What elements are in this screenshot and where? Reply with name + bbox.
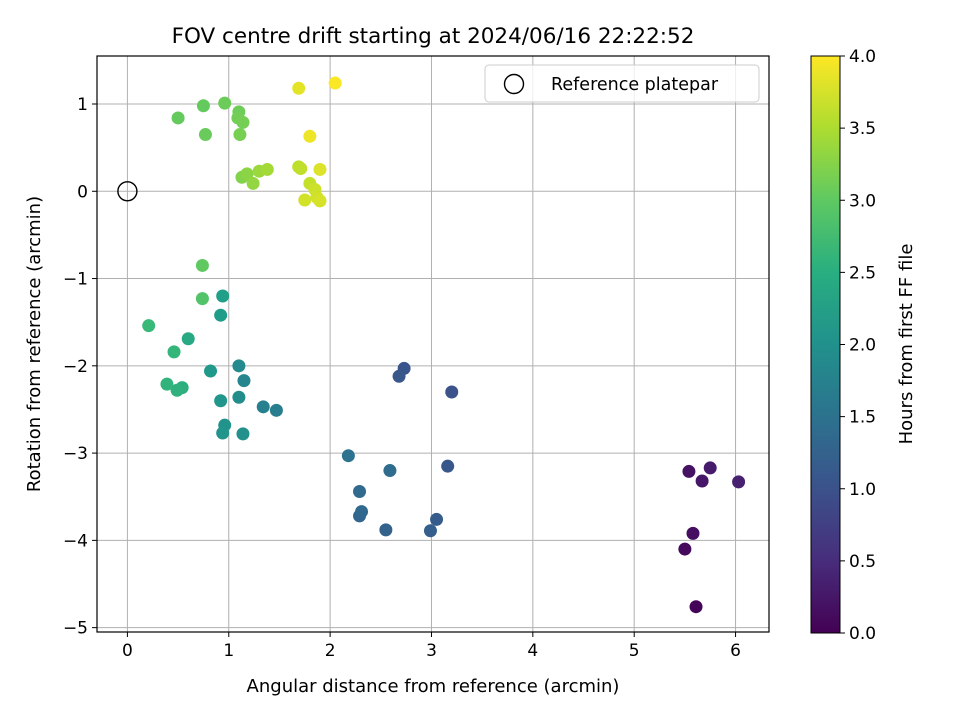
colorbar-tick-label: 2.0 xyxy=(849,336,876,356)
legend-box xyxy=(484,64,760,103)
data-point xyxy=(379,523,393,537)
y-tick-label: −5 xyxy=(63,619,88,639)
x-tick-label: 5 xyxy=(629,641,640,661)
y-tick-label: −4 xyxy=(63,531,88,551)
data-point xyxy=(689,600,703,614)
y-tick-label: −2 xyxy=(63,357,88,377)
data-point xyxy=(160,377,174,391)
x-tick-label: 1 xyxy=(223,641,234,661)
data-point xyxy=(216,426,230,440)
data-point xyxy=(423,524,437,538)
data-point xyxy=(682,464,696,478)
plot-frame xyxy=(96,55,770,633)
data-point xyxy=(214,394,228,408)
data-point xyxy=(294,162,308,176)
x-tick-label: 4 xyxy=(527,641,538,661)
colorbar-gradient xyxy=(810,55,841,634)
data-point xyxy=(196,99,210,113)
data-point xyxy=(695,474,709,488)
x-tick-label: 2 xyxy=(325,641,336,661)
data-point xyxy=(214,308,228,322)
data-point xyxy=(198,128,212,142)
x-tick-label: 0 xyxy=(122,641,133,661)
data-point xyxy=(236,427,250,441)
data-point xyxy=(441,459,455,473)
y-axis-ticks: −5 −4 −3 −2 −1 0 1 xyxy=(63,95,97,639)
data-point xyxy=(383,464,397,478)
colorbar-tick-label: 2.5 xyxy=(849,263,876,283)
data-point xyxy=(142,319,156,333)
grid xyxy=(97,56,769,632)
y-axis-label: Rotation from reference (arcmin) xyxy=(24,196,45,492)
data-point xyxy=(313,162,327,176)
data-point xyxy=(240,167,254,181)
colorbar-tick-label: 0.0 xyxy=(849,624,876,644)
data-point xyxy=(216,289,230,303)
data-point xyxy=(292,81,306,95)
data-point xyxy=(170,383,184,397)
data-point xyxy=(260,162,274,176)
data-point xyxy=(233,128,247,142)
colorbar-tick-label: 1.5 xyxy=(849,408,876,428)
data-point xyxy=(328,76,342,90)
data-point xyxy=(353,484,367,498)
data-point xyxy=(232,359,246,373)
data-point xyxy=(703,461,717,475)
data-point xyxy=(246,176,260,190)
x-tick-label: 3 xyxy=(426,641,437,661)
data-points xyxy=(142,76,746,614)
colorbar-tick-label: 3.0 xyxy=(849,191,876,211)
chart-title: FOV centre drift starting at 2024/06/16 … xyxy=(172,24,695,49)
y-tick-label: −1 xyxy=(63,270,88,290)
legend: Reference platepar xyxy=(484,64,760,103)
colorbar-ticks: 0.0 0.5 1.0 1.5 2.0 2.5 3.0 3.5 4.0 xyxy=(840,47,876,644)
data-point xyxy=(355,505,369,519)
data-point xyxy=(195,292,209,306)
colorbar-tick-label: 4.0 xyxy=(849,47,876,67)
data-point xyxy=(445,385,459,399)
data-point xyxy=(298,193,312,207)
data-point xyxy=(392,369,406,383)
x-axis-ticks: 0 1 2 3 4 5 6 xyxy=(122,632,741,661)
data-point xyxy=(430,512,444,526)
legend-label: Reference platepar xyxy=(551,75,719,95)
colorbar-label: Hours from first FF file xyxy=(896,244,917,445)
data-point xyxy=(303,129,317,143)
y-tick-label: −3 xyxy=(63,444,88,464)
data-point xyxy=(181,332,195,346)
data-point xyxy=(204,364,218,378)
y-tick-label: 0 xyxy=(77,182,88,202)
colorbar: 0.0 0.5 1.0 1.5 2.0 2.5 3.0 3.5 4.0 Hours from f… xyxy=(810,47,917,644)
data-point xyxy=(218,96,232,110)
data-point xyxy=(313,194,327,208)
colorbar-tick-label: 1.0 xyxy=(849,480,876,500)
data-point xyxy=(195,258,209,272)
data-point xyxy=(236,115,250,129)
colorbar-tick-label: 3.5 xyxy=(849,119,876,139)
data-point xyxy=(678,542,692,556)
x-tick-label: 6 xyxy=(730,641,741,661)
data-point xyxy=(171,111,185,125)
y-tick-label: 1 xyxy=(77,95,88,115)
data-point xyxy=(686,526,700,540)
data-point xyxy=(256,400,270,414)
reference-marker xyxy=(117,181,138,202)
data-point xyxy=(237,374,251,388)
data-point xyxy=(232,390,246,404)
data-point xyxy=(732,475,746,489)
data-point xyxy=(341,449,355,463)
x-axis-label: Angular distance from reference (arcmin) xyxy=(247,676,620,697)
colorbar-tick-label: 0.5 xyxy=(849,552,876,572)
legend-marker xyxy=(503,73,525,95)
data-point xyxy=(167,345,181,359)
data-point xyxy=(269,403,283,417)
